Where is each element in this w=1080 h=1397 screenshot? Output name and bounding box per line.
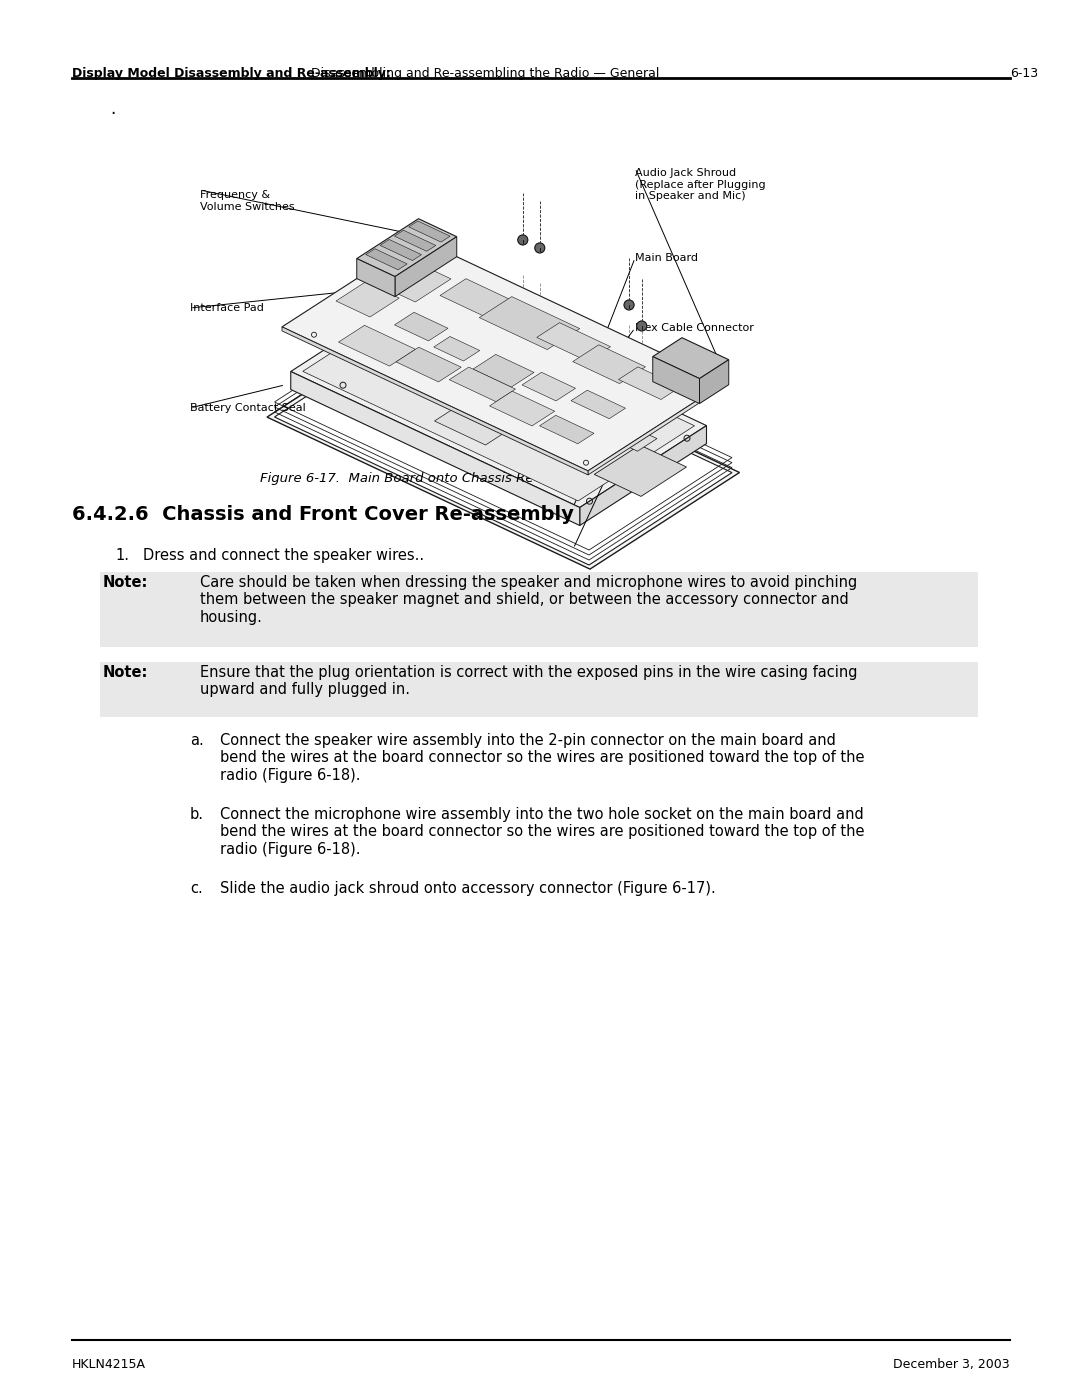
Polygon shape	[274, 324, 732, 564]
Circle shape	[637, 321, 647, 331]
Text: Battery Contact Seal: Battery Contact Seal	[190, 402, 306, 414]
Polygon shape	[586, 415, 657, 451]
Polygon shape	[652, 356, 700, 404]
Polygon shape	[356, 219, 457, 277]
Polygon shape	[571, 390, 625, 419]
Bar	[100, 571, 978, 647]
Polygon shape	[394, 231, 436, 251]
Text: c.: c.	[190, 882, 203, 895]
Polygon shape	[652, 338, 729, 379]
Text: Connect the speaker wire assembly into the 2-pin connector on the main board and: Connect the speaker wire assembly into t…	[220, 733, 864, 782]
Polygon shape	[434, 404, 512, 446]
Polygon shape	[588, 383, 725, 475]
Text: .: .	[110, 101, 116, 117]
Text: Care should be taken when dressing the speaker and microphone wires to avoid pin: Care should be taken when dressing the s…	[200, 576, 858, 624]
Polygon shape	[394, 313, 448, 341]
Polygon shape	[282, 239, 725, 471]
Polygon shape	[700, 359, 729, 404]
Polygon shape	[540, 415, 594, 444]
Text: Dress and connect the speaker wires..: Dress and connect the speaker wires..	[143, 548, 424, 563]
Polygon shape	[539, 387, 604, 420]
Text: Note:: Note:	[103, 665, 148, 680]
Circle shape	[535, 243, 544, 253]
Polygon shape	[410, 293, 447, 312]
Polygon shape	[302, 296, 694, 502]
Text: 1.: 1.	[114, 548, 129, 563]
Bar	[100, 662, 978, 717]
Circle shape	[624, 300, 634, 310]
Polygon shape	[396, 348, 461, 381]
Text: Flex Cable Connector: Flex Cable Connector	[635, 323, 754, 332]
Polygon shape	[455, 338, 526, 374]
Polygon shape	[473, 355, 534, 387]
Text: Radio Chassis: Radio Chassis	[635, 363, 712, 373]
Polygon shape	[572, 345, 646, 384]
Polygon shape	[537, 323, 610, 362]
Text: December 3, 2003: December 3, 2003	[893, 1358, 1010, 1370]
Polygon shape	[391, 289, 469, 331]
Text: b.: b.	[190, 807, 204, 821]
Polygon shape	[338, 326, 416, 366]
Text: Note:: Note:	[103, 576, 148, 590]
Polygon shape	[291, 372, 580, 525]
Polygon shape	[397, 302, 434, 320]
Text: 6-13: 6-13	[1010, 67, 1038, 80]
Polygon shape	[413, 367, 472, 398]
Circle shape	[517, 235, 528, 244]
Polygon shape	[404, 298, 441, 316]
Text: Audio Jack Shroud
(Replace after Plugging
in Speaker and Mic): Audio Jack Shroud (Replace after Pluggin…	[635, 168, 766, 201]
Text: Frequency &
Volume Switches: Frequency & Volume Switches	[200, 190, 295, 211]
Polygon shape	[395, 236, 457, 296]
Polygon shape	[489, 391, 555, 426]
Polygon shape	[522, 372, 576, 401]
Polygon shape	[291, 289, 706, 507]
Text: Ensure that the plug orientation is correct with the exposed pins in the wire ca: Ensure that the plug orientation is corr…	[200, 665, 858, 697]
Polygon shape	[440, 278, 526, 324]
Text: Figure 6-17.  Main Board onto Chassis Re-assembly: Figure 6-17. Main Board onto Chassis Re-…	[259, 472, 600, 485]
Text: HKLN4215A: HKLN4215A	[72, 1358, 146, 1370]
Text: Disassembling and Re-assembling the Radio — General: Disassembling and Re-assembling the Radi…	[307, 67, 660, 80]
Text: 6.4.2.6  Chassis and Front Cover Re-assembly: 6.4.2.6 Chassis and Front Cover Re-assem…	[72, 504, 573, 524]
Polygon shape	[449, 367, 515, 402]
Text: Main Board: Main Board	[635, 253, 698, 263]
Text: Connect the microphone wire assembly into the two hole socket on the main board : Connect the microphone wire assembly int…	[220, 807, 864, 856]
Polygon shape	[434, 337, 480, 360]
Polygon shape	[619, 367, 680, 400]
Polygon shape	[594, 446, 687, 496]
Polygon shape	[336, 282, 400, 317]
Polygon shape	[499, 362, 594, 411]
Polygon shape	[282, 327, 588, 475]
Text: Slide the audio jack shroud onto accessory connector (Figure 6-17).: Slide the audio jack shroud onto accesso…	[220, 882, 716, 895]
Polygon shape	[408, 221, 450, 242]
Text: Display Model Disassembly and Re-assembly:: Display Model Disassembly and Re-assembl…	[72, 67, 391, 80]
Polygon shape	[480, 296, 580, 349]
Polygon shape	[380, 239, 421, 261]
Polygon shape	[356, 258, 395, 296]
Text: a.: a.	[190, 733, 204, 747]
Polygon shape	[366, 249, 407, 270]
Polygon shape	[368, 257, 451, 302]
Polygon shape	[580, 426, 706, 525]
Text: O-Ring: O-Ring	[635, 409, 673, 420]
Text: Interface Pad: Interface Pad	[190, 303, 264, 313]
Polygon shape	[267, 320, 740, 569]
